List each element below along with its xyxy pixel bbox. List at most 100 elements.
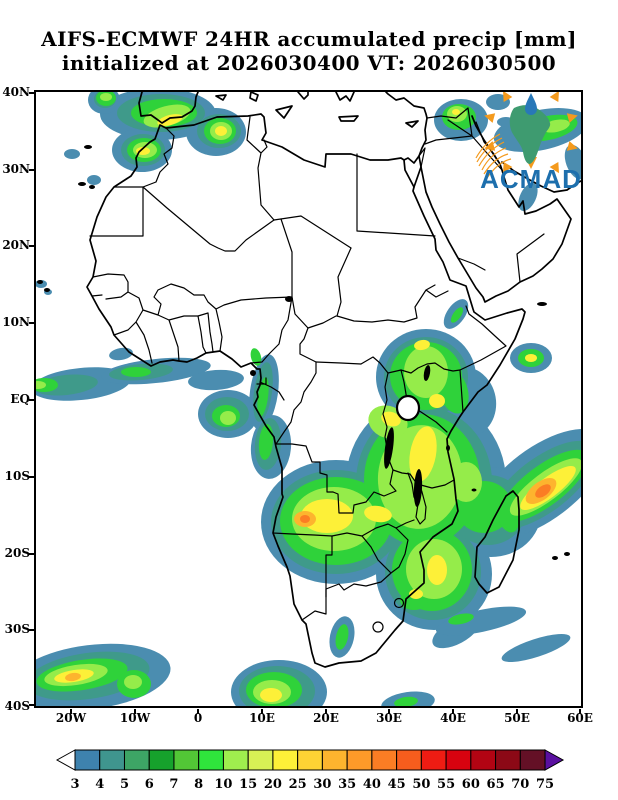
lat-label-10s: 10S bbox=[4, 469, 30, 483]
axis-tick bbox=[29, 476, 34, 478]
africa-precip-map: ACMAD bbox=[36, 92, 581, 706]
colorbar-tick-label: 6 bbox=[145, 777, 154, 792]
turkey-levant-coast bbox=[385, 92, 428, 164]
colorbar: 3 4 5 6 7 8 10 15 20 25 30 35 40 45 50 55 60 65 70 75 bbox=[55, 749, 565, 792]
islands-layer bbox=[37, 145, 570, 560]
axis-tick bbox=[579, 709, 581, 714]
axis-tick bbox=[29, 245, 34, 247]
colorbar-cell bbox=[396, 749, 422, 771]
lat-label-30s: 30S bbox=[4, 622, 30, 636]
colorbar-tick-label: 60 bbox=[462, 777, 480, 792]
colorbar-cell bbox=[74, 749, 101, 771]
colorbar-cell bbox=[346, 749, 373, 771]
logo-africa-shape bbox=[509, 105, 551, 164]
axis-tick bbox=[134, 709, 136, 714]
colorbar-cell bbox=[123, 749, 150, 771]
title-line-1: AIFS-ECMWF 24HR accumulated precip [mm] bbox=[41, 27, 577, 51]
axis-tick bbox=[29, 322, 34, 324]
axis-tick bbox=[388, 709, 390, 714]
colorbar-cell bbox=[198, 749, 224, 771]
axis-tick bbox=[452, 709, 454, 714]
logo-fan-rays bbox=[475, 133, 512, 179]
madagascar-coast bbox=[474, 490, 520, 594]
colorbar-underflow-arrow bbox=[55, 749, 76, 771]
lat-label-40n: 40N bbox=[2, 85, 30, 99]
colorbar-tick-label: 20 bbox=[264, 777, 282, 792]
sicily bbox=[275, 105, 293, 119]
lat-label-30n: 30N bbox=[2, 162, 30, 176]
lat-label-eq: EQ bbox=[10, 392, 30, 406]
coastline-layer bbox=[86, 92, 581, 668]
lon-label-20e: 20E bbox=[313, 711, 339, 725]
colorbar-tick-label: 45 bbox=[388, 777, 406, 792]
lat-label-40s: 40S bbox=[4, 699, 30, 713]
axis-tick bbox=[516, 709, 518, 714]
lon-label-60e: 60E bbox=[567, 711, 593, 725]
lon-label-0: 0 bbox=[193, 711, 203, 725]
colorbar-tick-label: 65 bbox=[487, 777, 505, 792]
calabria-sliver bbox=[297, 92, 309, 100]
axis-tick bbox=[29, 169, 34, 171]
axis-tick bbox=[70, 709, 72, 714]
colorbar-tick-label: 15 bbox=[239, 777, 257, 792]
acmad-logo: ACMAD bbox=[475, 92, 581, 194]
colorbar-cell bbox=[272, 749, 299, 771]
map-frame: ACMAD bbox=[34, 90, 583, 708]
colorbar-tick-label: 5 bbox=[120, 777, 129, 792]
colorbar-tick-label: 3 bbox=[70, 777, 79, 792]
colorbar-cell bbox=[420, 749, 447, 771]
lon-label-10w: 10W bbox=[119, 711, 151, 725]
axis-tick bbox=[197, 709, 199, 714]
precip-level-deep-orange bbox=[300, 484, 551, 523]
title-line-2: initialized at 2026030400 VT: 2026030500 bbox=[61, 50, 557, 75]
colorbar-cell bbox=[321, 749, 348, 771]
colorbar-overflow-arrow bbox=[544, 749, 565, 771]
axis-tick bbox=[29, 92, 34, 94]
colorbar-tick-label: 35 bbox=[338, 777, 356, 792]
colorbar-cell bbox=[297, 749, 323, 771]
lon-label-30e: 30E bbox=[376, 711, 402, 725]
mallorca bbox=[215, 94, 227, 101]
colorbar-cell bbox=[495, 749, 521, 771]
axis-tick bbox=[261, 709, 263, 714]
colorbar-cell bbox=[173, 749, 200, 771]
sardinia-tip bbox=[249, 92, 259, 102]
greece-sliver bbox=[335, 92, 355, 102]
lon-label-40e: 40E bbox=[440, 711, 466, 725]
colorbar-tick-label: 10 bbox=[214, 777, 232, 792]
colorbar-cell bbox=[99, 749, 125, 771]
axis-tick bbox=[29, 629, 34, 631]
axis-tick bbox=[29, 704, 34, 706]
crete bbox=[338, 115, 359, 122]
cyprus bbox=[405, 120, 419, 128]
colorbar-cell bbox=[470, 749, 497, 771]
colorbar-tick-label: 40 bbox=[363, 777, 381, 792]
iberia-coast bbox=[138, 92, 199, 124]
axis-tick bbox=[29, 399, 34, 401]
colorbar-tick-label: 8 bbox=[194, 777, 203, 792]
colorbar-cell bbox=[371, 749, 398, 771]
lat-label-20s: 20S bbox=[4, 546, 30, 560]
colorbar-cell bbox=[445, 749, 472, 771]
colorbar-tick-label: 7 bbox=[169, 777, 178, 792]
arabia-coast bbox=[420, 115, 572, 303]
colorbar-tick-label: 50 bbox=[412, 777, 430, 792]
lon-label-20w: 20W bbox=[55, 711, 87, 725]
axis-tick bbox=[325, 709, 327, 714]
lat-label-20n: 20N bbox=[2, 238, 30, 252]
logo-droplet-icon bbox=[525, 93, 537, 115]
colorbar-tick-label: 30 bbox=[313, 777, 331, 792]
lakes-layer bbox=[285, 296, 431, 507]
africa-coast bbox=[86, 113, 526, 668]
colorbar-tick-label: 25 bbox=[289, 777, 307, 792]
colorbar-cell bbox=[148, 749, 175, 771]
colorbar-tick-label: 75 bbox=[536, 777, 554, 792]
colorbar-tick-label: 55 bbox=[437, 777, 455, 792]
lon-label-50e: 50E bbox=[504, 711, 530, 725]
colorbar-cell bbox=[222, 749, 249, 771]
lat-label-10n: 10N bbox=[2, 315, 30, 329]
lon-label-10e: 10E bbox=[249, 711, 275, 725]
colorbar-cell bbox=[519, 749, 546, 771]
axis-tick bbox=[29, 553, 34, 555]
